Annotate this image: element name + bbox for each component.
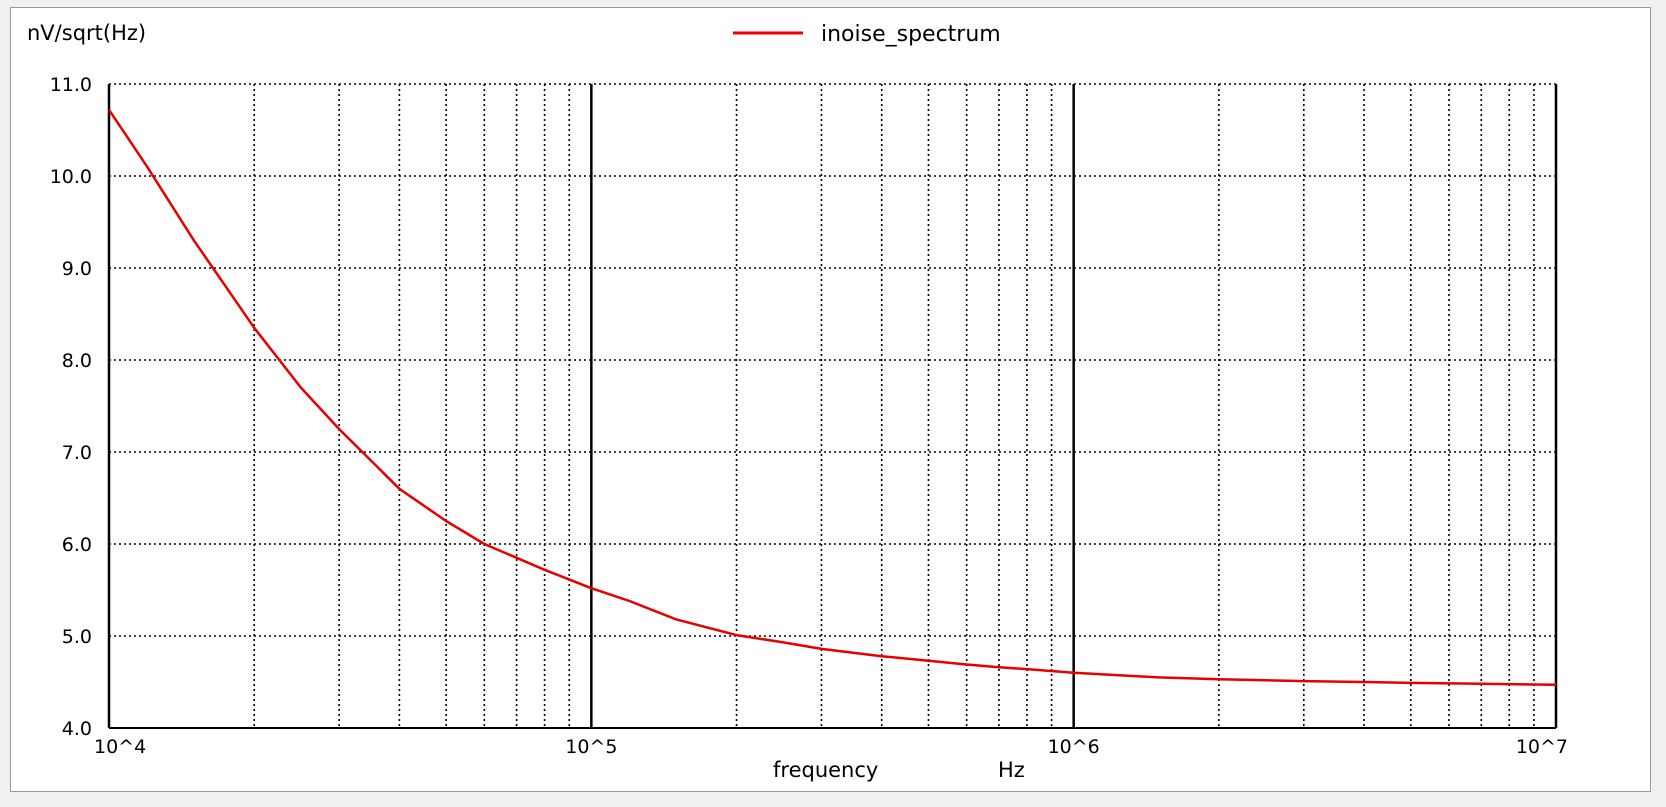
x-tick-label: 10^4 (94, 736, 146, 758)
y-tick-label: 5.0 (62, 626, 92, 648)
major-gridlines (107, 84, 1558, 729)
series-lines (107, 109, 1557, 687)
x-tick-label: 10^5 (565, 736, 617, 758)
legend-label: inoise_spectrum (821, 22, 1001, 47)
y-tick-label: 10.0 (50, 166, 92, 188)
minor-gridlines (109, 83, 1556, 729)
y-tick-label: 8.0 (62, 350, 92, 372)
x-tick-label: 10^6 (1048, 736, 1100, 758)
series-line-inoise_spectrum (107, 109, 1557, 687)
y-tick-label: 7.0 (62, 442, 92, 464)
y-tick-label: 9.0 (62, 258, 92, 280)
x-axis-unit: Hz (998, 758, 1025, 782)
legend: inoise_spectrum (733, 22, 1001, 47)
plot-window (10, 7, 1651, 792)
y-tick-labels: 4.0 5.0 6.0 7.0 8.0 9.0 10.0 11.0 (50, 74, 92, 740)
y-tick-label: 6.0 (62, 534, 92, 556)
y-axis-label: nV/sqrt(Hz) (27, 21, 146, 45)
x-axis-label: frequency (773, 758, 878, 782)
x-tick-label: 10^7 (1516, 736, 1568, 758)
y-tick-label: 4.0 (62, 718, 92, 740)
y-tick-label: 11.0 (50, 74, 92, 96)
x-tick-labels: 10^4 10^5 10^6 10^7 (94, 736, 1568, 758)
